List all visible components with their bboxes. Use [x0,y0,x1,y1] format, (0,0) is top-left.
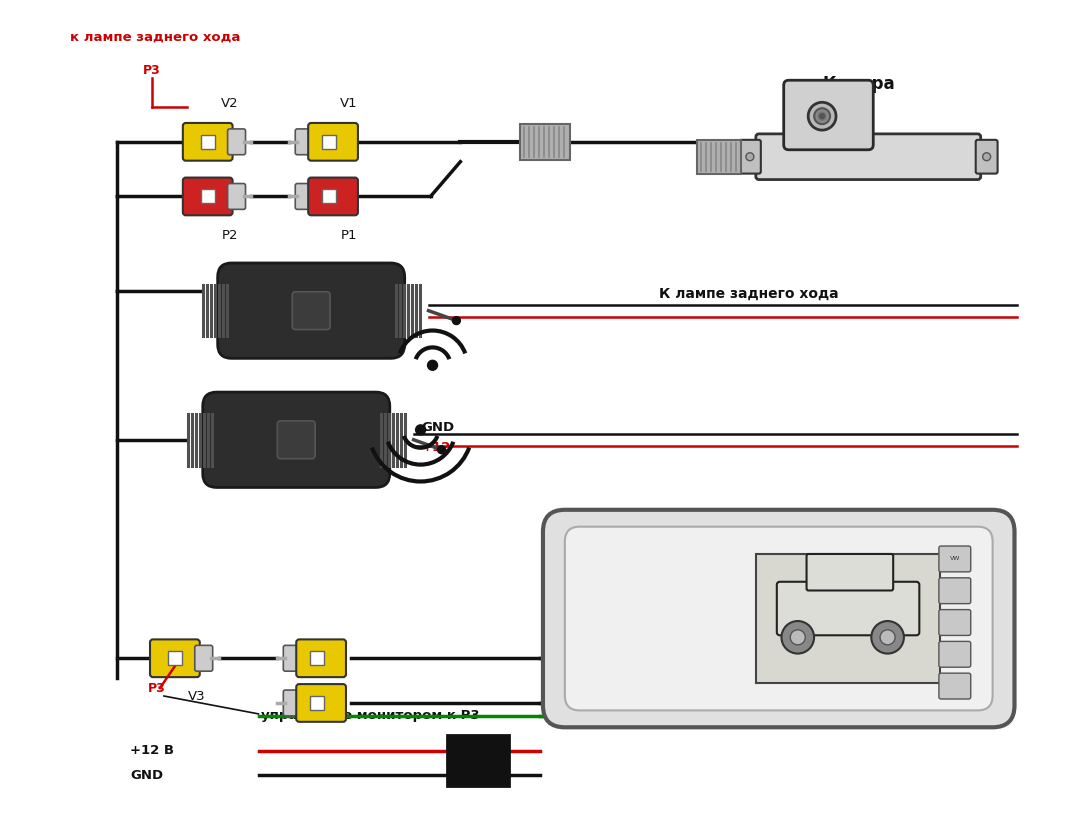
Text: V3: V3 [188,690,206,703]
FancyBboxPatch shape [308,177,358,215]
Circle shape [416,425,426,435]
Circle shape [437,446,446,454]
FancyBboxPatch shape [295,184,313,210]
FancyBboxPatch shape [939,578,971,603]
FancyBboxPatch shape [939,673,971,699]
FancyBboxPatch shape [697,140,741,174]
FancyBboxPatch shape [200,135,214,149]
FancyBboxPatch shape [296,684,346,722]
Circle shape [880,630,895,645]
Text: P3: P3 [148,681,166,694]
Circle shape [428,360,437,370]
FancyBboxPatch shape [150,639,199,677]
FancyBboxPatch shape [278,421,315,459]
Circle shape [983,153,991,161]
FancyBboxPatch shape [310,696,324,710]
FancyBboxPatch shape [322,189,336,203]
FancyBboxPatch shape [542,510,1014,728]
FancyBboxPatch shape [293,292,330,329]
FancyBboxPatch shape [322,135,336,149]
FancyBboxPatch shape [200,189,214,203]
FancyBboxPatch shape [939,641,971,667]
FancyBboxPatch shape [283,646,301,672]
FancyBboxPatch shape [756,134,981,180]
FancyBboxPatch shape [308,123,358,161]
Circle shape [808,102,836,130]
FancyBboxPatch shape [203,392,390,488]
FancyBboxPatch shape [565,527,993,711]
FancyBboxPatch shape [227,129,245,154]
Text: +12: +12 [421,441,451,454]
FancyBboxPatch shape [168,651,182,665]
Circle shape [790,630,805,645]
Text: GND: GND [130,769,163,782]
FancyBboxPatch shape [310,651,324,665]
Text: P1: P1 [341,229,357,242]
FancyBboxPatch shape [183,123,233,161]
Text: P2: P2 [221,229,238,242]
FancyBboxPatch shape [218,263,405,359]
Circle shape [781,621,814,654]
Circle shape [746,153,754,161]
FancyBboxPatch shape [447,735,509,786]
Circle shape [818,112,827,120]
Text: GND: GND [421,421,455,434]
FancyBboxPatch shape [520,124,570,159]
FancyBboxPatch shape [939,546,971,572]
Circle shape [452,316,460,324]
Text: V2: V2 [221,97,238,110]
Text: К лампе заднего хода: К лампе заднего хода [659,287,839,301]
FancyBboxPatch shape [976,140,998,174]
FancyBboxPatch shape [295,129,313,154]
FancyBboxPatch shape [784,80,874,150]
FancyBboxPatch shape [296,639,346,677]
Text: VW: VW [950,556,961,562]
FancyBboxPatch shape [739,140,761,174]
FancyBboxPatch shape [756,554,940,683]
FancyBboxPatch shape [777,582,920,635]
Text: управление монитором к P3: управление монитором к P3 [262,710,480,723]
Text: V1: V1 [340,97,358,110]
Circle shape [872,621,904,654]
Text: Камера: Камера [822,76,895,93]
FancyBboxPatch shape [939,610,971,636]
Text: P3: P3 [144,63,161,76]
Circle shape [814,108,830,124]
FancyBboxPatch shape [183,177,233,215]
FancyBboxPatch shape [806,554,893,590]
FancyBboxPatch shape [283,690,301,716]
Text: к лампе заднего хода: к лампе заднего хода [71,31,241,44]
FancyBboxPatch shape [227,184,245,210]
Text: +12 В: +12 В [130,744,174,757]
FancyBboxPatch shape [195,646,212,672]
